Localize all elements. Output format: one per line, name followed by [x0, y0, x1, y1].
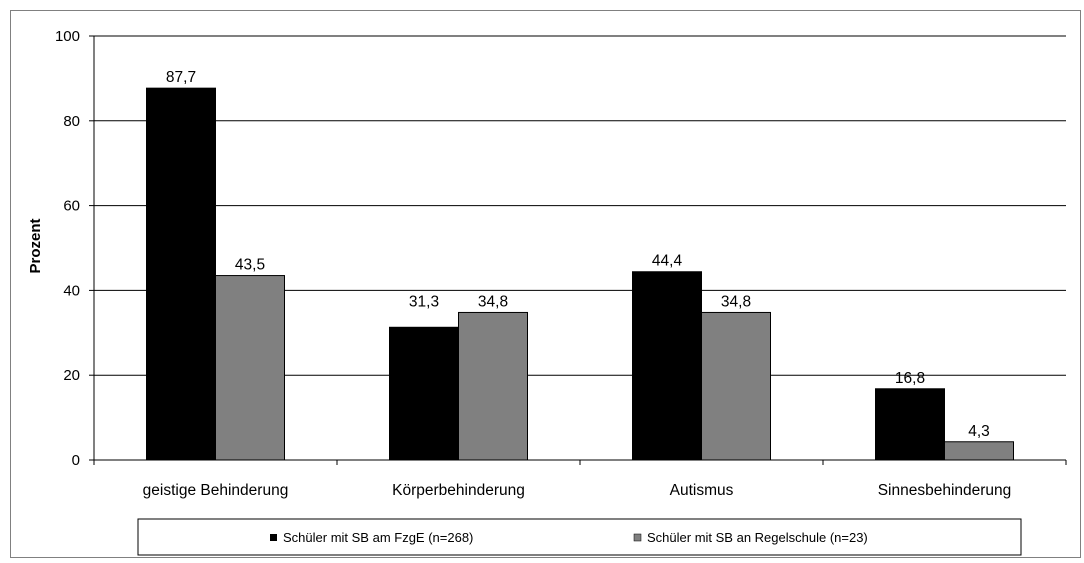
- data-label-series-2: 34,8: [478, 293, 508, 310]
- bar-series-2: [944, 441, 1014, 461]
- data-label-series-1: 31,3: [409, 293, 439, 310]
- bar-series-1: [875, 388, 945, 461]
- data-labels: 87,7 43,5 31,3 34,8 44,4 34,8 16,8 4,3: [166, 69, 990, 440]
- x-category-label: Körperbehinderung: [392, 482, 525, 499]
- data-label-series-1: 44,4: [652, 253, 683, 270]
- legend-box: [137, 518, 1022, 556]
- bar-series-1: [146, 87, 216, 461]
- data-label-series-2: 34,8: [721, 293, 751, 310]
- bar-series-2: [458, 311, 528, 461]
- x-category-label: Sinnesbehinderung: [878, 482, 1012, 499]
- x-category-label: geistige Behinderung: [143, 482, 289, 499]
- legend-swatch-series-2: [633, 533, 642, 542]
- chart-frame: [10, 10, 1081, 558]
- y-tick-label: 60: [63, 198, 80, 215]
- data-label-series-1: 16,8: [895, 370, 925, 387]
- bar-series-1: [389, 326, 459, 461]
- data-label-series-1: 87,7: [166, 69, 196, 86]
- legend: Schüler mit SB am FzgE (n=268) Schüler m…: [137, 518, 1022, 556]
- y-axis-title: Prozent: [27, 218, 44, 273]
- y-tick-label: 0: [72, 452, 80, 469]
- data-label-series-2: 43,5: [235, 257, 265, 274]
- y-tick-label: 100: [55, 28, 80, 45]
- y-tick-label: 40: [63, 282, 80, 299]
- legend-label-series-1: Schüler mit SB am FzgE (n=268): [283, 530, 473, 545]
- legend-label-series-2: Schüler mit SB an Regelschule (n=23): [647, 530, 868, 545]
- bar-series-2: [701, 311, 771, 461]
- data-label-series-2: 4,3: [968, 423, 990, 440]
- bar-series-2: [215, 275, 285, 461]
- y-tick-label: 20: [63, 367, 80, 384]
- x-category-label: Autismus: [670, 482, 734, 499]
- legend-swatch-series-1: [270, 534, 277, 541]
- y-tick-label: 80: [63, 113, 80, 130]
- bar-series-1: [632, 271, 702, 461]
- bars: [146, 87, 1014, 461]
